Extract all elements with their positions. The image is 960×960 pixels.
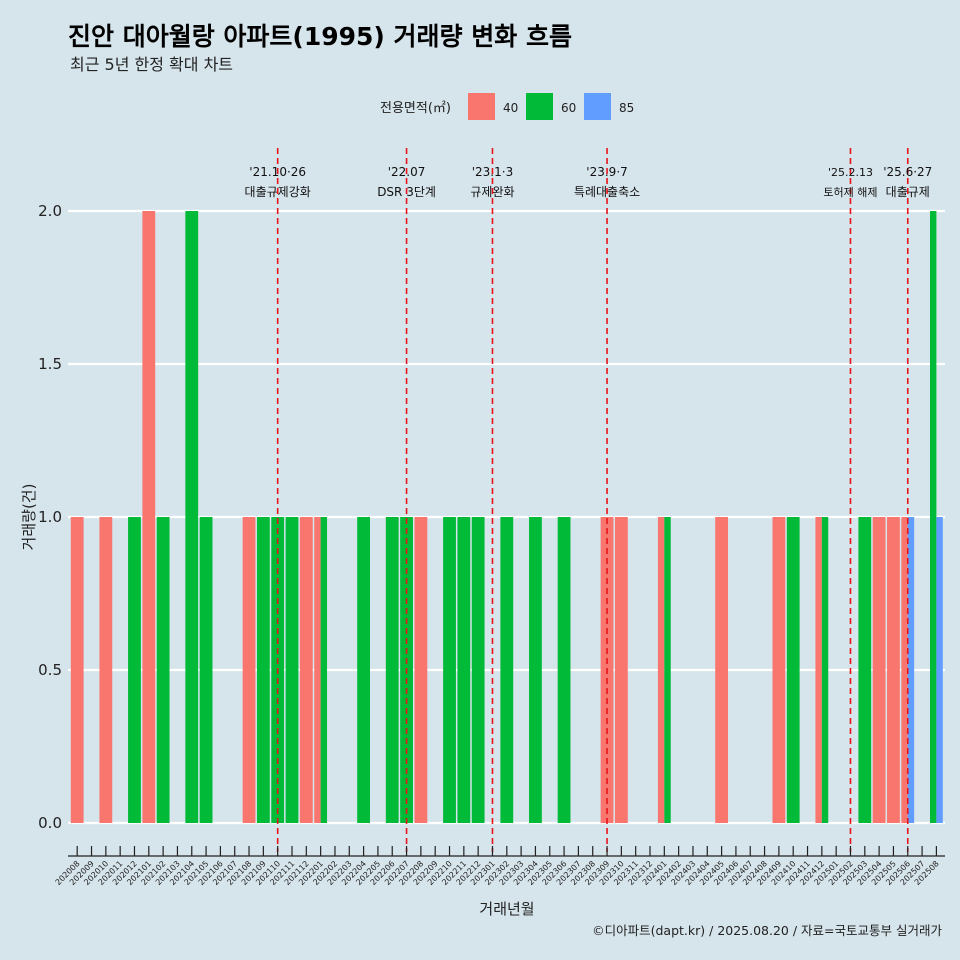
bar-40-202409 xyxy=(772,517,786,823)
bar-40-202505 xyxy=(887,517,900,823)
bar-60-202206 xyxy=(385,517,399,823)
x-axis: 2020082020092020102020112020122021012021… xyxy=(54,846,945,887)
bar-40-202310 xyxy=(614,517,628,823)
legend: 전용면적(㎡) 40 60 85 xyxy=(380,93,634,120)
bar-60-202401 xyxy=(664,517,671,823)
bar-60-202410 xyxy=(786,517,800,823)
bar-60-202412 xyxy=(821,517,829,823)
bar-60-202508 xyxy=(930,211,937,823)
event-date-label: '25.6·27 xyxy=(883,165,932,179)
bar-60-202211 xyxy=(457,517,471,823)
bar-60-202105 xyxy=(199,517,213,823)
bar-60-202012 xyxy=(128,517,141,823)
bar-40-202112 xyxy=(299,517,313,823)
bar-60-202104 xyxy=(185,211,199,823)
event-label: 대출규제강화 xyxy=(245,185,311,199)
chart-title: 진안 대아월랑 아파트(1995) 거래량 변화 흐름 xyxy=(68,22,572,51)
bar-60-202210 xyxy=(443,517,456,823)
bar-40-202405 xyxy=(715,517,728,823)
y-tick-label: 0.5 xyxy=(38,661,62,679)
event-label: 대출규제 xyxy=(886,185,930,199)
y-axis-title: 거래량(건) xyxy=(20,484,38,551)
bar-40-202108 xyxy=(242,517,256,823)
bar-40-202412 xyxy=(815,517,822,823)
bar-85-202506 xyxy=(907,517,915,823)
event-label: 규제완화 xyxy=(470,185,514,199)
bar-60-202204 xyxy=(357,517,370,823)
x-axis-title: 거래년월 xyxy=(479,900,534,918)
chart-subtitle: 최근 5년 한정 확대 차트 xyxy=(70,55,233,74)
legend-label-85: 85 xyxy=(619,101,634,115)
bar-40-202201 xyxy=(314,517,321,823)
caption: ©디아파트(dapt.kr) / 2025.08.20 / 자료=국토교통부 실… xyxy=(592,923,942,938)
bar-40-202506 xyxy=(901,517,908,823)
event-label: 토허제 해제 xyxy=(823,185,877,199)
bar-40-202101 xyxy=(142,211,156,823)
bar-60-202212 xyxy=(471,517,485,823)
event-markers: '21.10·26 대출규제강화 '22.07 DSR 3단계 '23.1·3 규제완화 '… xyxy=(245,148,932,852)
bar-40-202010 xyxy=(99,517,113,823)
bar-60-202306 xyxy=(557,517,571,823)
y-axis: 0.0 0.5 1.0 1.5 2.0 xyxy=(38,202,62,832)
y-tick-label: 1.0 xyxy=(38,508,62,526)
bar-40-202504 xyxy=(872,517,886,823)
legend-key-60 xyxy=(526,93,553,120)
bar-40-202208 xyxy=(414,517,428,823)
event-label: 특례대출축소 xyxy=(574,185,640,199)
bars xyxy=(70,211,943,823)
y-tick-label: 1.5 xyxy=(38,355,62,373)
legend-label-40: 40 xyxy=(503,101,518,115)
legend-key-85 xyxy=(584,93,611,120)
bar-60-202503 xyxy=(858,517,872,823)
bar-60-202111 xyxy=(285,517,299,823)
bar-60-202102 xyxy=(156,517,170,823)
bar-85-202508 xyxy=(936,517,943,823)
y-tick-label: 0.0 xyxy=(38,814,62,832)
bar-60-202304 xyxy=(529,517,542,823)
event-label: DSR 3단계 xyxy=(377,185,436,199)
bar-60-202201 xyxy=(320,517,328,823)
legend-label-60: 60 xyxy=(561,101,576,115)
event-date-label: '21.10·26 xyxy=(249,165,306,179)
bar-60-202109 xyxy=(256,517,270,823)
legend-key-40 xyxy=(468,93,495,120)
event-date-label: '22.07 xyxy=(388,165,426,179)
bar-40-202401 xyxy=(657,517,665,823)
event-date-label: '25.2.13 xyxy=(828,166,873,179)
event-date-label: '23.9·7 xyxy=(586,165,627,179)
y-tick-label: 2.0 xyxy=(38,202,62,220)
legend-title: 전용면적(㎡) xyxy=(380,101,451,116)
bar-40-202008 xyxy=(70,517,84,823)
event-date-label: '23.1·3 xyxy=(472,165,513,179)
bar-60-202302 xyxy=(500,517,514,823)
